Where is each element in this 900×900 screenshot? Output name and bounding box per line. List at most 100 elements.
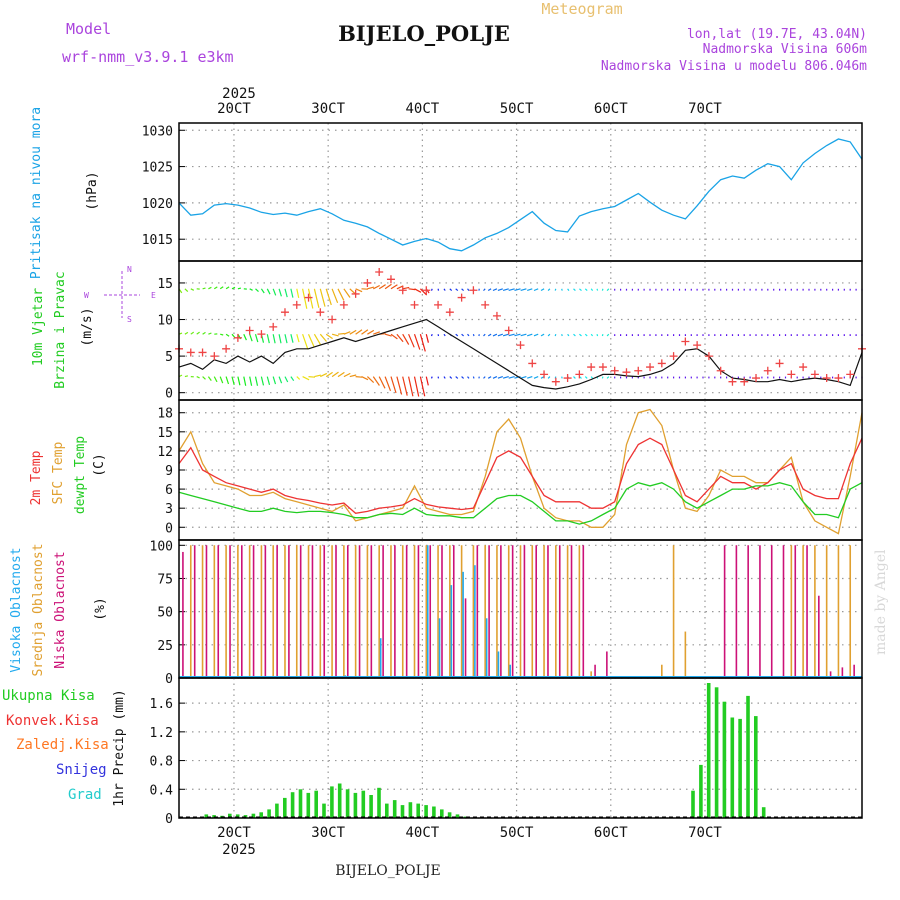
y-tick-label: 1030 bbox=[142, 124, 173, 139]
wind-gust-point bbox=[775, 359, 784, 368]
wind-barb bbox=[361, 329, 369, 335]
wind-barb bbox=[302, 376, 310, 381]
panel-border bbox=[178, 260, 863, 401]
wind-barb bbox=[307, 288, 314, 309]
wind-barb bbox=[497, 376, 503, 379]
wind-gust-point bbox=[328, 315, 337, 324]
wind-barb bbox=[219, 376, 224, 384]
y-tick-label: 1015 bbox=[142, 233, 173, 248]
wind-barb bbox=[349, 329, 357, 335]
wind-barb bbox=[472, 376, 475, 379]
wind-barb bbox=[208, 332, 212, 335]
wind-barb bbox=[372, 376, 380, 386]
y-tick-label: 5 bbox=[165, 350, 173, 365]
wind-barb bbox=[254, 376, 259, 386]
wind-barb bbox=[196, 331, 200, 335]
y-tick-label: 9 bbox=[165, 464, 173, 479]
wind-barb bbox=[390, 376, 397, 394]
wind-barb bbox=[554, 288, 557, 291]
wind-barb bbox=[202, 331, 206, 335]
y-tick-label: 0 bbox=[165, 812, 173, 827]
precip-bar bbox=[424, 805, 428, 818]
bottom-x-label: 60CT bbox=[594, 825, 628, 841]
wind-gust-point bbox=[445, 308, 454, 317]
precip-bar bbox=[353, 792, 358, 818]
wind-gust-point bbox=[504, 326, 513, 335]
wind-barb bbox=[313, 333, 321, 345]
wind-barb bbox=[272, 288, 277, 296]
wind-barb bbox=[533, 333, 539, 337]
wind-gust-point bbox=[280, 308, 289, 317]
precip-bar bbox=[298, 789, 303, 818]
wind-barb bbox=[272, 376, 277, 385]
wind-barb bbox=[443, 288, 446, 291]
wind-barb bbox=[249, 288, 253, 291]
wind-barb bbox=[184, 331, 189, 335]
wind-gust-point bbox=[316, 308, 325, 317]
temp-ylabel-dew: dewpt Temp bbox=[73, 436, 88, 514]
wind-gust-point bbox=[681, 337, 690, 346]
wind-gust-point bbox=[457, 293, 466, 302]
y-tick-label: 1.2 bbox=[150, 726, 173, 741]
temp-unit: (C) bbox=[92, 453, 107, 476]
wind-barb bbox=[502, 376, 509, 379]
wind-gust-point bbox=[799, 363, 808, 372]
wind-barb bbox=[320, 372, 328, 378]
y-tick-label: 10 bbox=[157, 314, 173, 329]
wind-gust-point bbox=[363, 278, 372, 287]
wind-barb bbox=[487, 288, 492, 292]
y-tick-label: 12 bbox=[157, 445, 173, 460]
precip-bar bbox=[204, 814, 209, 818]
wind-barb bbox=[492, 333, 498, 337]
wind-barb bbox=[596, 288, 599, 291]
wind-barb bbox=[302, 288, 308, 309]
wind-barb bbox=[533, 288, 539, 292]
wind-barb bbox=[260, 376, 265, 386]
wind-barb bbox=[355, 376, 363, 378]
wind-barb bbox=[508, 376, 515, 379]
wind-barb bbox=[190, 288, 195, 291]
wind-gust-point bbox=[575, 370, 584, 379]
precip-bar bbox=[377, 787, 381, 818]
wind-ylabel: 10m Vjetar bbox=[31, 288, 46, 366]
wind-barb bbox=[225, 376, 230, 385]
y-tick-label: 0.4 bbox=[150, 783, 174, 798]
wind-gust-point bbox=[646, 363, 655, 372]
legend-snow: Snijeg bbox=[56, 762, 107, 778]
wind-barb bbox=[520, 288, 527, 291]
wind-gust-point bbox=[551, 377, 560, 386]
wind-barb bbox=[196, 376, 200, 379]
wind-barb bbox=[467, 288, 470, 291]
cloud-ylabel-low: Niska Oblacnost bbox=[53, 551, 68, 668]
wind-barb bbox=[584, 333, 588, 337]
precip-bar bbox=[361, 790, 366, 818]
y-tick-label: 1.6 bbox=[150, 697, 173, 712]
wind-barb bbox=[367, 286, 375, 290]
precip-bar bbox=[275, 803, 279, 818]
altitude-label: Nadmorska Visina 606m bbox=[703, 42, 868, 57]
precip-bar bbox=[330, 786, 334, 818]
precip-bar bbox=[408, 802, 413, 818]
wind-barb bbox=[208, 286, 212, 290]
wind-barb bbox=[325, 333, 333, 340]
precip-bar bbox=[385, 803, 389, 818]
precip-bar bbox=[283, 797, 287, 818]
wind-barb bbox=[284, 334, 288, 344]
model-name: wrf-nmm_v3.9.1 e3km bbox=[62, 48, 234, 66]
wind-barb bbox=[443, 376, 446, 379]
pressure-series-line bbox=[178, 138, 863, 252]
wind-barb bbox=[561, 288, 563, 291]
wind-barb bbox=[254, 334, 259, 343]
wind-barb bbox=[319, 333, 327, 342]
wind-barb bbox=[296, 376, 301, 380]
wind-barb bbox=[402, 333, 410, 345]
precip-bar bbox=[290, 792, 295, 818]
wind-barb bbox=[567, 288, 570, 291]
temperature-panel: 0 3 6 9 12 15 18 bbox=[157, 399, 863, 541]
precip-bar bbox=[691, 790, 695, 818]
wind-barb bbox=[243, 333, 247, 341]
meteogram-subtitle: Meteogram bbox=[541, 0, 622, 18]
wind-barb bbox=[533, 376, 539, 379]
wind-barb bbox=[601, 376, 604, 379]
wind-barb bbox=[290, 288, 294, 298]
